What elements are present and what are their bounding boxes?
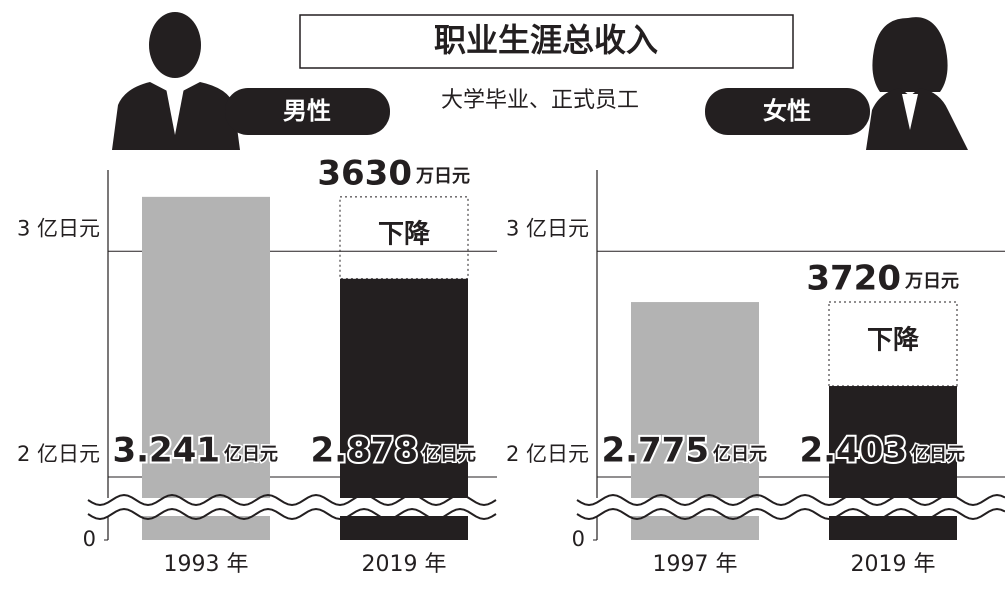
value-label: 2.775 [601, 431, 709, 471]
value-unit: 亿日元 [422, 443, 476, 465]
decrease-unit: 万日元 [415, 166, 470, 187]
x-tick-label: 2019 年 [362, 552, 447, 577]
y-tick-label: 3 亿日元 [17, 216, 100, 240]
value-unit: 亿日元 [911, 443, 965, 465]
subtitle: 大学毕业、正式员工 [441, 88, 639, 113]
value-label: 2.403 [799, 431, 907, 471]
x-tick-label: 1993 年 [164, 552, 249, 577]
gender-label: 女性 [763, 97, 811, 125]
y-tick-label: 2 亿日元 [17, 442, 100, 466]
value-label: 2.878 [310, 431, 418, 471]
y-tick-label: 0 [83, 527, 96, 551]
break-band [88, 498, 497, 516]
break-band [577, 498, 1005, 516]
value-unit: 亿日元 [713, 443, 767, 465]
male-icon [112, 12, 240, 150]
value-label: 3.241 [112, 431, 220, 471]
axis-break [576, 507, 1005, 521]
gender-label: 男性 [283, 97, 331, 125]
value-unit: 亿日元 [224, 443, 278, 465]
decrease-label: 下降 [378, 219, 431, 249]
female-icon [866, 17, 968, 150]
y-tick-label: 0 [572, 527, 585, 551]
decrease-value: 3630 [317, 153, 412, 193]
axis-break [576, 493, 1005, 507]
x-tick-label: 1997 年 [653, 552, 738, 577]
decrease-label: 下降 [867, 326, 920, 356]
y-tick-label: 2 亿日元 [506, 442, 589, 466]
bar [142, 196, 270, 541]
gender-pill [705, 88, 870, 135]
x-tick-label: 2019 年 [851, 552, 936, 577]
decrease-box [828, 301, 958, 387]
decrease-unit: 万日元 [904, 271, 959, 292]
gender-pill [225, 88, 390, 135]
decrease-value: 3720 [806, 259, 901, 299]
axis-break [87, 507, 497, 521]
axis-break [87, 493, 497, 507]
chart-title: 职业生涯总收入 [434, 21, 658, 59]
y-tick-label: 3 亿日元 [506, 216, 589, 240]
title-box [299, 14, 794, 69]
